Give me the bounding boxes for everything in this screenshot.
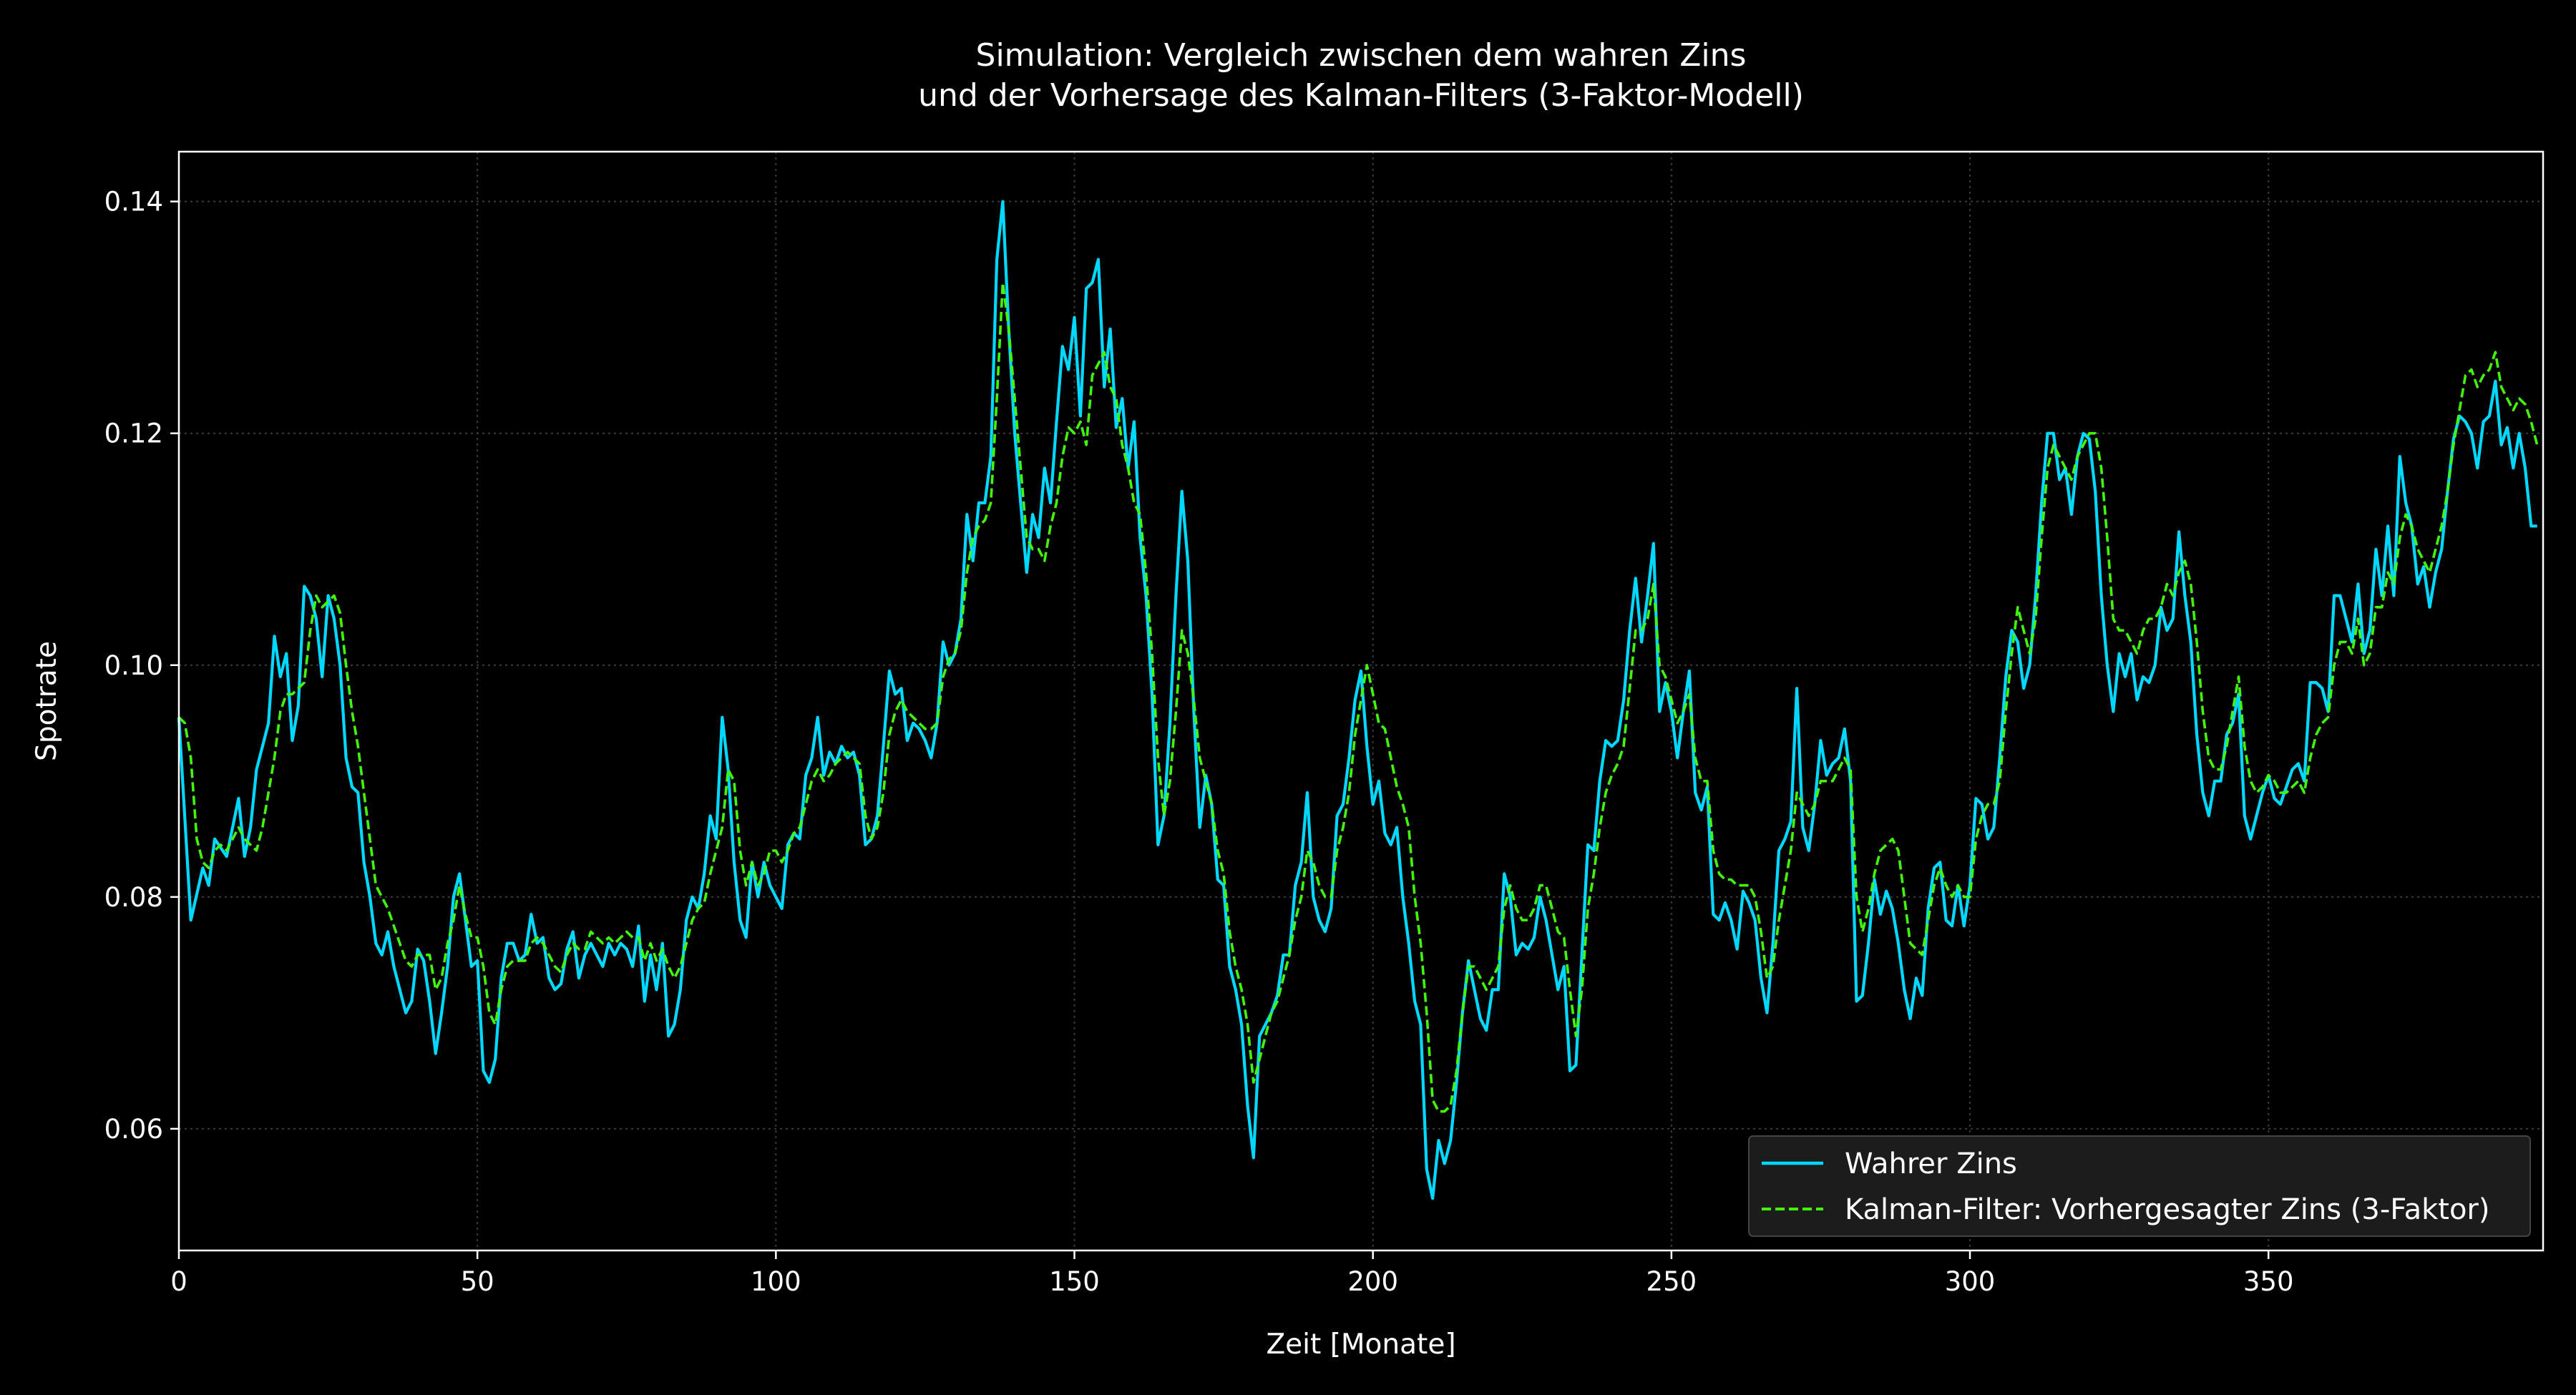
x-tick-label-250: 250 [1646, 1266, 1697, 1297]
y-tick-label-0.10: 0.10 [104, 650, 163, 681]
chart-title-line-2: und der Vorhersage des Kalman-Filters (3… [918, 77, 1804, 114]
x-tick-label-150: 150 [1049, 1266, 1100, 1297]
legend-label-wahrer-zins: Wahrer Zins [1845, 1147, 2017, 1180]
x-tick-label-100: 100 [751, 1266, 801, 1297]
x-axis-label: Zeit [Monate] [1266, 1328, 1455, 1361]
grid [178, 152, 2543, 1250]
y-tick-label-0.14: 0.14 [104, 187, 163, 217]
x-tick-label-300: 300 [1945, 1266, 1996, 1297]
x-tick-label-0: 0 [170, 1266, 187, 1297]
legend-label-kalman-filter: Kalman-Filter: Vorhergesagter Zins (3-Fa… [1845, 1193, 2489, 1226]
legend: Wahrer Zins Kalman-Filter: Vorhergesagte… [1748, 1135, 2531, 1237]
y-axis-label: Spotrate [31, 641, 63, 761]
y-tick-label-0.06: 0.06 [104, 1114, 163, 1145]
series-line-wahrer-zins [177, 200, 2537, 1200]
series-line-kalman-filter [177, 281, 2539, 1113]
ticks: 0 50 100 150 200 250 300 350 0.06 0.08 0.10 0.12 0.1… [104, 187, 2294, 1297]
series-layer [177, 200, 2539, 1200]
x-tick-label-50: 50 [461, 1266, 494, 1297]
chart-title-line-1: Simulation: Vergleich zwischen dem wahre… [976, 37, 1747, 74]
x-tick-label-350: 350 [2243, 1266, 2294, 1297]
y-tick-label-0.08: 0.08 [104, 882, 163, 913]
legend-box [1748, 1135, 2531, 1237]
x-tick-label-200: 200 [1347, 1266, 1398, 1297]
axes-frame [177, 150, 2545, 1252]
y-tick-label-0.12: 0.12 [104, 418, 163, 449]
